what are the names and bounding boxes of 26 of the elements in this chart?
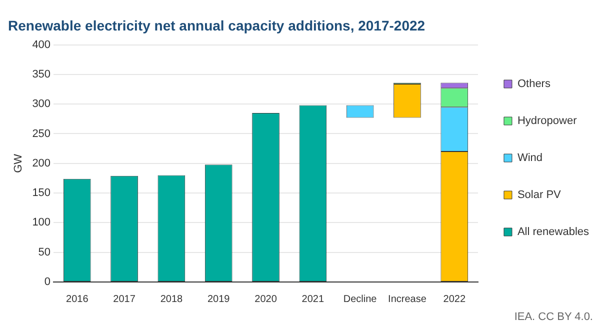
legend-label: Hydropower — [517, 115, 578, 128]
legend-label: Solar PV — [517, 189, 562, 202]
y-tick-label: 250 — [32, 128, 51, 140]
y-tick-label: 150 — [32, 187, 51, 200]
legend-label: Wind — [517, 152, 543, 164]
chart-title: Renewable electricity net annual capacity additions, 2017-2022 — [8, 17, 426, 34]
x-tick-label: 2021 — [302, 294, 324, 305]
x-tick-label: Decline — [343, 294, 378, 305]
x-tick-label: 2019 — [207, 294, 230, 305]
y-tick-label: 100 — [32, 216, 51, 229]
y-tick-label: 350 — [32, 68, 51, 80]
y-tick-label: 0 — [44, 276, 51, 288]
text: IEA. CC BY 4.0. — [514, 311, 593, 323]
y-axis-title: GW — [12, 153, 25, 173]
x-tick-label: 2016 — [66, 294, 89, 305]
x-tick-label: 2022 — [443, 294, 466, 305]
y-tick-label: 50 — [38, 246, 51, 258]
x-tick-label: 2020 — [254, 294, 278, 305]
x-tick-label: 2018 — [160, 294, 184, 305]
y-tick-label: 200 — [32, 157, 51, 170]
legend-label: All renewables — [517, 226, 590, 238]
y-tick-label: 400 — [32, 38, 51, 51]
y-tick-label: 300 — [32, 98, 51, 110]
x-tick-label: Increase — [388, 294, 427, 305]
x-tick-label: 2017 — [113, 294, 136, 305]
legend-label: Others — [517, 78, 551, 90]
